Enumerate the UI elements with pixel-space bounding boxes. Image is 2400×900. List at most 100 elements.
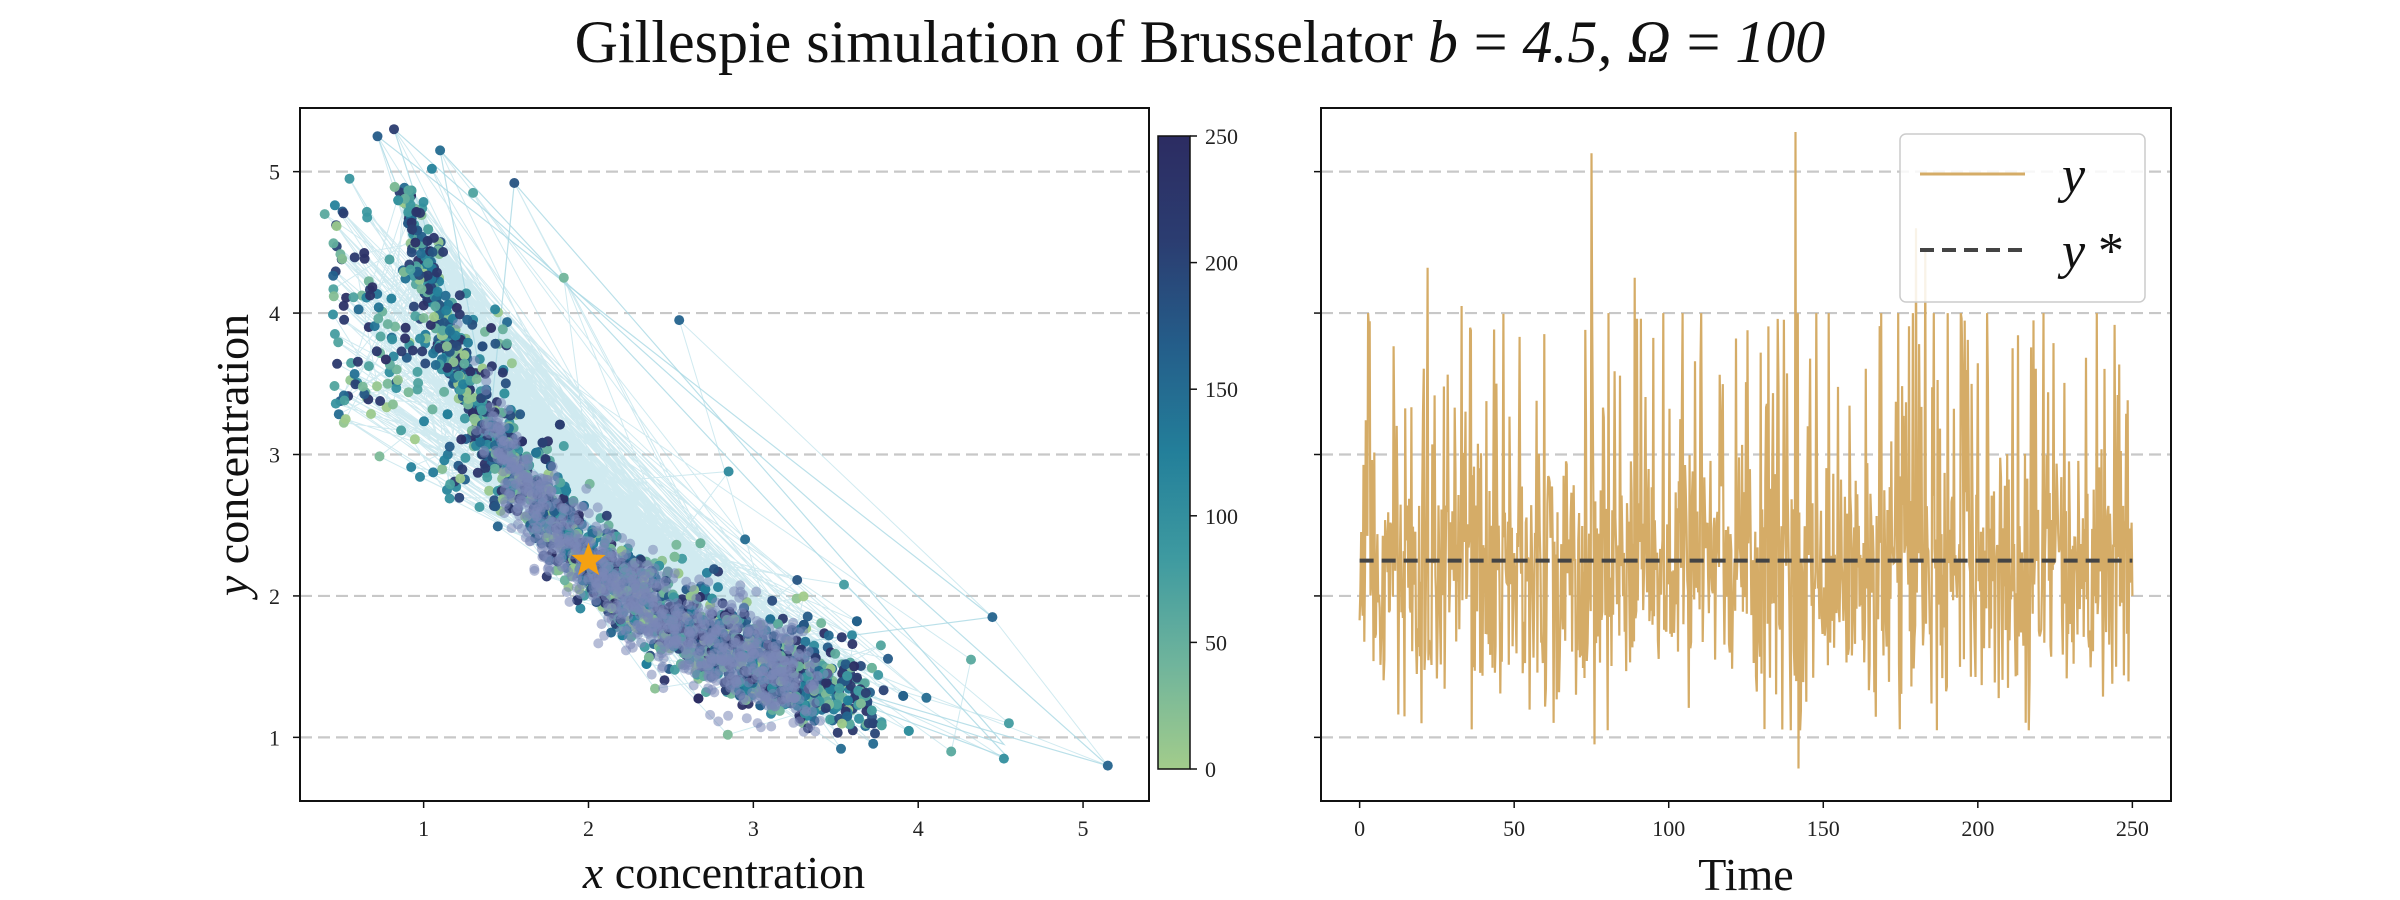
scatter-point	[860, 688, 871, 698]
scatter-point	[802, 611, 813, 622]
overlay-point	[794, 716, 805, 727]
overlay-point	[563, 531, 574, 542]
x-tick-label: 4	[913, 816, 924, 841]
overlay-point	[707, 673, 718, 684]
overlay-point	[600, 591, 611, 602]
fixed-point-marker	[571, 542, 606, 576]
scatter-point	[426, 163, 437, 174]
y-var: y	[207, 575, 258, 600]
scatter-point	[831, 699, 842, 710]
scatter-point	[490, 338, 501, 349]
scatter-point	[338, 208, 349, 219]
overlay-point	[758, 677, 769, 688]
overlay-point	[742, 632, 753, 643]
scatter-point	[458, 379, 468, 390]
scatter-point	[460, 452, 471, 463]
overlay-point	[692, 660, 703, 671]
overlay-point	[624, 621, 635, 632]
overlay-point	[646, 669, 657, 680]
scatter-point	[502, 317, 513, 328]
overlay-point	[762, 649, 773, 660]
overlay-point	[633, 604, 644, 614]
scatter-point	[866, 662, 877, 673]
overlay-point	[564, 596, 575, 607]
y-tick-label: 1	[269, 725, 280, 750]
overlay-point	[481, 376, 492, 387]
x-var: x	[582, 847, 604, 898]
overlay-point	[822, 669, 833, 679]
legend-box	[1899, 133, 2146, 303]
overlay-point	[658, 683, 669, 694]
overlay-point	[636, 637, 647, 648]
overlay-point	[713, 716, 724, 727]
scatter-point	[362, 212, 373, 223]
x-tick-label: 150	[1807, 816, 1840, 841]
left-x-ticks: 1 2 3 4 5	[418, 801, 1089, 841]
scatter-point	[427, 404, 438, 415]
scatter-point	[352, 356, 363, 367]
overlay-point	[509, 465, 520, 476]
overlay-point	[654, 602, 665, 613]
scatter-point	[695, 538, 706, 549]
overlay-point	[681, 649, 692, 660]
overlay-point	[617, 533, 628, 543]
overlay-point	[643, 611, 654, 622]
overlay-point	[606, 614, 617, 625]
scatter-point	[558, 441, 569, 451]
scatter-point	[693, 693, 704, 704]
overlay-point	[502, 457, 513, 468]
scatter-point	[403, 387, 414, 398]
overlay-point	[735, 580, 746, 591]
overlay-point	[681, 576, 692, 587]
scatter-point	[432, 286, 443, 297]
x-tick-label: 250	[2116, 816, 2149, 841]
scatter-point	[500, 378, 511, 389]
overlay-point	[538, 485, 549, 496]
overlay-point	[710, 637, 720, 648]
overlay-point	[793, 672, 804, 683]
scatter-point	[409, 434, 420, 445]
scatter-point	[387, 334, 398, 345]
overlay-point	[593, 638, 604, 649]
overlay-point	[730, 637, 741, 648]
overlay-point	[742, 667, 752, 678]
overlay-point	[735, 674, 746, 685]
overlay-point	[751, 673, 761, 684]
scatter-point	[674, 315, 685, 326]
scatter-point	[898, 690, 909, 701]
scatter-point	[408, 301, 419, 312]
overlay-point	[683, 664, 694, 675]
overlay-point	[703, 576, 714, 587]
overlay-point	[600, 574, 611, 585]
scatter-point	[440, 290, 451, 301]
scatter-point	[437, 325, 448, 336]
scatter-point	[423, 258, 434, 268]
overlay-point	[591, 521, 602, 532]
overlay-point	[736, 650, 747, 661]
scatter-point	[384, 254, 395, 265]
scatter-point	[359, 389, 370, 400]
overlay-point	[485, 402, 496, 413]
overlay-point	[771, 648, 782, 659]
scatter-point	[472, 467, 483, 478]
scatter-point	[369, 321, 380, 332]
overlay-point	[705, 615, 716, 626]
overlay-point	[521, 510, 532, 521]
overlay-point	[599, 630, 610, 641]
scatter-point	[840, 659, 851, 670]
overlay-point	[694, 574, 705, 585]
right-series	[1358, 131, 2134, 769]
scatter-point	[471, 374, 482, 385]
colorbar-tick-label: 150	[1205, 377, 1238, 402]
scatter-point	[333, 337, 344, 348]
scatter-point	[454, 492, 465, 503]
overlay-point	[752, 620, 763, 631]
scatter-point	[903, 725, 914, 736]
overlay-point	[497, 440, 508, 451]
scatter-point	[430, 360, 441, 370]
scatter-point	[601, 510, 612, 521]
scatter-point	[410, 311, 421, 322]
overlay-point	[659, 641, 670, 652]
overlay-point	[738, 695, 749, 706]
